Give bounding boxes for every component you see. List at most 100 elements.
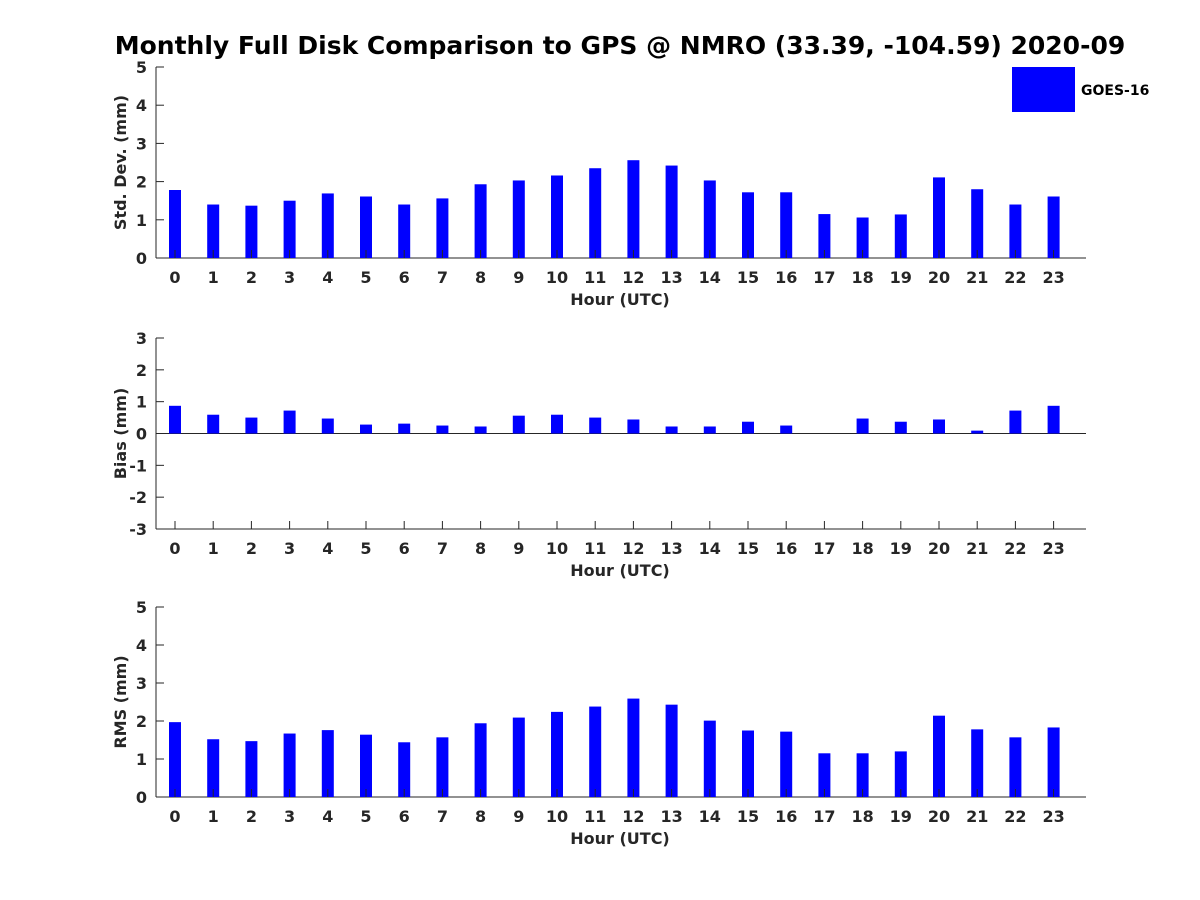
bar-std-dev [360,196,372,258]
x-tick-label: 6 [399,807,410,826]
x-tick-label: 11 [584,807,606,826]
x-tick-label: 17 [813,268,835,287]
x-tick-label: 14 [699,807,721,826]
x-tick-label: 17 [813,539,835,558]
x-axis-label: Hour (UTC) [570,561,670,580]
bar-rms [436,737,449,797]
chart-title: Monthly Full Disk Comparison to GPS @ NM… [115,31,1126,60]
bar-bias [512,415,525,434]
x-tick-label: 23 [1042,539,1064,558]
x-tick-label: 1 [208,268,219,287]
legend: GOES-16 [1012,67,1149,112]
bar-std-dev [207,204,220,258]
bar-rms [780,731,793,797]
bar-bias [742,421,754,434]
bar-rms [856,753,869,797]
x-tick-label: 12 [622,268,644,287]
y-tick-label: 3 [136,674,147,693]
y-tick-label: 0 [136,425,147,444]
bar-rms [1009,737,1022,797]
x-tick-label: 8 [475,539,486,558]
x-tick-label: 2 [246,539,257,558]
x-tick-label: 12 [622,539,644,558]
bar-bias [665,426,678,434]
bar-rms [665,704,678,797]
bar-rms [589,706,602,797]
bar-std-dev [169,190,181,258]
y-tick-label: 4 [136,636,147,655]
bar-rms [474,723,487,797]
bar-rms [703,720,716,797]
x-tick-label: 6 [399,539,410,558]
y-tick-label: 5 [136,598,147,617]
bar-rms [207,739,220,797]
x-tick-label: 2 [246,807,257,826]
y-axis-label: RMS (mm) [111,655,130,748]
y-tick-label: 3 [136,329,147,348]
y-tick-label: 2 [136,361,147,380]
bar-rms [894,751,907,797]
bar-rms [551,711,563,797]
bar-std-dev [245,205,258,258]
y-tick-label: 2 [136,173,147,192]
x-tick-label: 0 [169,807,180,826]
bar-std-dev [283,200,296,258]
bar-bias [780,425,793,434]
x-tick-label: 18 [851,268,873,287]
y-tick-label: 0 [136,249,147,268]
bar-std-dev [627,160,640,258]
x-tick-label: 20 [928,807,950,826]
y-axis-label: Std. Dev. (mm) [111,95,130,230]
x-tick-label: 18 [851,807,873,826]
x-tick-label: 20 [928,539,950,558]
x-tick-label: 10 [546,807,568,826]
x-tick-label: 16 [775,807,797,826]
y-tick-label: 1 [136,750,147,769]
bar-rms [245,741,258,797]
bar-std-dev [436,198,449,258]
bar-bias [971,430,984,434]
x-tick-label: 9 [513,268,524,287]
bar-rms [321,730,334,797]
x-tick-label: 5 [360,539,371,558]
bar-bias [398,423,411,434]
y-tick-label: 0 [136,788,147,807]
bar-bias [207,414,220,434]
x-axis-label: Hour (UTC) [570,290,670,309]
x-tick-label: 21 [966,268,988,287]
bar-std-dev [742,192,754,258]
x-tick-label: 14 [699,539,721,558]
y-tick-label: 5 [136,58,147,77]
bar-std-dev [894,214,907,258]
bar-bias [245,417,258,434]
bar-rms [971,729,984,797]
x-tick-label: 2 [246,268,257,287]
bar-rms [360,734,372,797]
x-tick-label: 10 [546,268,568,287]
y-tick-label: 1 [136,211,147,230]
x-tick-label: 7 [437,268,448,287]
bar-std-dev [703,180,716,258]
bar-std-dev [589,168,602,258]
x-tick-label: 15 [737,268,759,287]
y-tick-label: 3 [136,134,147,153]
x-tick-label: 0 [169,268,180,287]
bar-std-dev [1047,196,1060,258]
bar-bias [627,419,640,434]
x-tick-label: 8 [475,807,486,826]
x-tick-label: 3 [284,268,295,287]
bar-rms [933,715,945,797]
x-tick-label: 8 [475,268,486,287]
legend-swatch [1012,67,1075,112]
bar-bias [1009,410,1022,434]
legend-label: GOES-16 [1081,83,1149,99]
x-tick-label: 23 [1042,268,1064,287]
bar-bias [474,426,487,434]
x-tick-label: 9 [513,539,524,558]
x-tick-label: 22 [1004,807,1026,826]
bar-std-dev [856,217,869,258]
bar-bias [1047,405,1060,434]
